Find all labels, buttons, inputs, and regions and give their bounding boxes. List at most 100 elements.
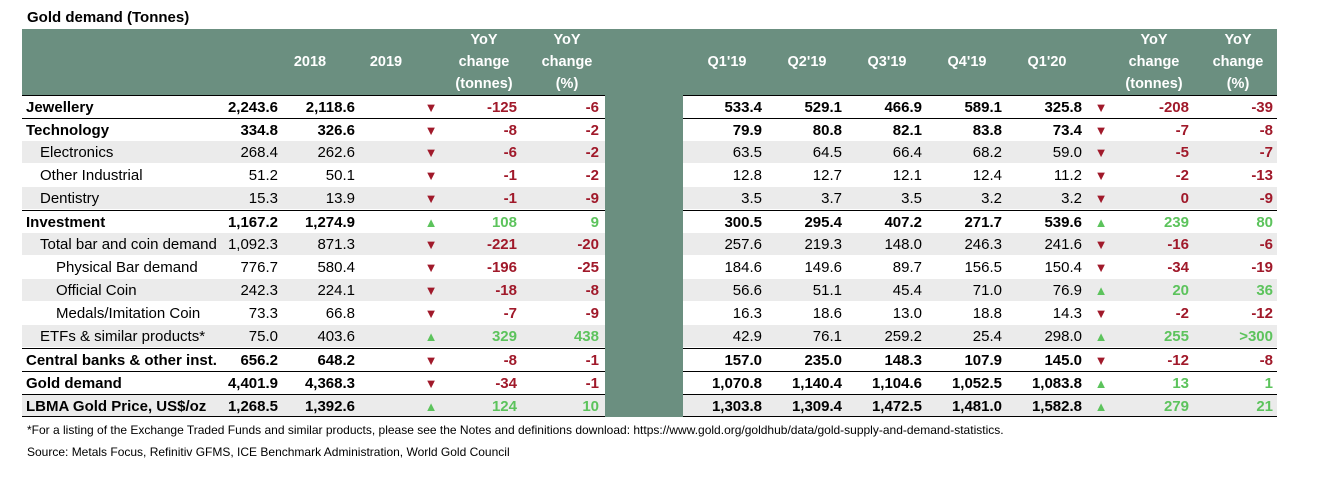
table-row: 184.6 149.6 89.7 156.5 150.4 ▼ -34 -19 [683, 256, 1277, 279]
up-arrow-icon: ▲ [424, 399, 438, 414]
quarter-value: 45.4 [892, 282, 922, 299]
header-line: change [458, 54, 510, 70]
up-arrow-icon: ▲ [1094, 399, 1108, 414]
value-2019: 2,118.6 [305, 99, 355, 116]
yoy-change-tonnes: -6 [503, 144, 517, 161]
down-arrow-icon: ▼ [1094, 191, 1108, 206]
quarter-value: 295.4 [804, 214, 842, 231]
footnote: *For a listing of the Exchange Traded Fu… [27, 423, 1004, 437]
yoy-change-tonnes: 13 [1172, 375, 1189, 392]
header-yoy-tonnes: YoY change (tonnes) [1111, 29, 1197, 95]
yoy-change-tonnes: -34 [1167, 259, 1189, 276]
table-row: 1,303.8 1,309.4 1,472.5 1,481.0 1,582.8 ▲ 279 2… [683, 394, 1277, 417]
yoy-change-percent: -19 [1251, 259, 1273, 276]
table-row: 42.9 76.1 259.2 25.4 298.0 ▲ 255 >300 [683, 325, 1277, 348]
row-label: Gold demand [26, 375, 122, 392]
yoy-change-percent: 80 [1256, 214, 1273, 231]
quarter-value: 241.6 [1044, 236, 1082, 253]
yoy-change-percent: -2 [585, 167, 599, 184]
value-2019: 403.6 [317, 328, 355, 345]
down-arrow-icon: ▼ [424, 237, 438, 252]
down-arrow-icon: ▼ [424, 353, 438, 368]
yoy-change-percent: -9 [585, 305, 599, 322]
yoy-change-percent: 36 [1256, 282, 1273, 299]
row-label: Physical Bar demand [56, 259, 198, 276]
quarter-value: 1,481.0 [951, 398, 1002, 415]
quarter-value: 83.8 [972, 122, 1002, 139]
quarter-value: 64.5 [812, 144, 842, 161]
header-q3-19: Q3'19 [867, 54, 907, 70]
quarter-value: 12.4 [972, 167, 1002, 184]
table-row: 3.5 3.7 3.5 3.2 3.2 ▼ 0 -9 [683, 187, 1277, 210]
yoy-change-percent: -2 [585, 144, 599, 161]
yoy-change-percent: 10 [582, 398, 599, 415]
quarter-value: 3.2 [981, 190, 1002, 207]
value-2018: 51.2 [248, 167, 278, 184]
quarter-value: 16.3 [732, 305, 762, 322]
down-arrow-icon: ▼ [424, 306, 438, 321]
quarter-value: 529.1 [804, 99, 842, 116]
header-line: (%) [1226, 76, 1250, 92]
quarter-value: 79.9 [732, 122, 762, 139]
yoy-change-tonnes: 239 [1163, 214, 1189, 231]
row-label: Jewellery [26, 99, 94, 116]
quarter-value: 76.1 [812, 328, 842, 345]
quarter-value: 235.0 [804, 352, 842, 369]
row-label: Electronics [40, 144, 114, 161]
quarter-value: 68.2 [972, 144, 1002, 161]
quarter-value: 82.1 [892, 122, 922, 139]
quarter-value: 3.5 [901, 190, 922, 207]
yoy-change-percent: -8 [1259, 122, 1273, 139]
quarter-value: 1,582.8 [1031, 398, 1082, 415]
quarter-value: 407.2 [884, 214, 922, 231]
quarter-value: 539.6 [1044, 214, 1082, 231]
quarter-value: 25.4 [972, 328, 1002, 345]
down-arrow-icon: ▼ [1094, 353, 1108, 368]
quarter-value: 148.3 [884, 352, 922, 369]
quarter-value: 300.5 [724, 214, 762, 231]
yoy-change-percent: 21 [1256, 398, 1273, 415]
row-label: LBMA Gold Price, US$/oz [26, 398, 207, 415]
quarter-value: 3.2 [1061, 190, 1082, 207]
yoy-change-percent: -8 [585, 282, 599, 299]
down-arrow-icon: ▼ [424, 145, 438, 160]
header-2018: 2018 [293, 54, 327, 70]
down-arrow-icon: ▼ [1094, 145, 1108, 160]
table-title: Gold demand (Tonnes) [27, 9, 190, 26]
value-2019: 4,368.3 [304, 375, 355, 392]
quarter-value: 11.2 [1053, 167, 1082, 184]
table-row: Jewellery 2,243.6 2,118.6 ▼ -125 -6 [22, 95, 605, 118]
yoy-change-percent: 9 [590, 214, 599, 231]
yoy-change-tonnes: -16 [1167, 236, 1189, 253]
value-2018: 776.7 [240, 259, 278, 276]
quarter-value: 219.3 [804, 236, 842, 253]
quarter-value: 1,052.5 [951, 375, 1002, 392]
yoy-change-percent: -25 [577, 259, 599, 276]
yoy-change-percent: -7 [1259, 144, 1273, 161]
quarter-value: 589.1 [964, 99, 1002, 116]
value-2018: 75.0 [248, 328, 278, 345]
table-row: ETFs & similar products* 75.0 403.6 ▲ 329 438 [22, 325, 605, 348]
value-2019: 13.9 [325, 190, 355, 207]
quarter-value: 1,104.6 [871, 375, 922, 392]
table-row: Investment 1,167.2 1,274.9 ▲ 108 9 [22, 210, 605, 233]
yoy-change-tonnes: -34 [495, 375, 517, 392]
quarter-value: 107.9 [964, 352, 1002, 369]
value-2018: 268.4 [240, 144, 278, 161]
row-label: Medals/Imitation Coin [56, 305, 201, 322]
yoy-change-tonnes: 124 [491, 398, 517, 415]
yoy-change-tonnes: -18 [495, 282, 517, 299]
header-yoy-tonnes: YoY change (tonnes) [442, 29, 526, 95]
quarter-value: 148.0 [884, 236, 922, 253]
value-2018: 2,243.6 [227, 99, 278, 116]
header-line: change [1212, 54, 1264, 70]
up-arrow-icon: ▲ [424, 329, 438, 344]
header-2019: 2019 [369, 54, 403, 70]
table-row: 16.3 18.6 13.0 18.8 14.3 ▼ -2 -12 [683, 302, 1277, 325]
quarter-value: 73.4 [1052, 122, 1082, 139]
table-row: Physical Bar demand 776.7 580.4 ▼ -196 -25 [22, 256, 605, 279]
row-label: Total bar and coin demand [40, 236, 217, 253]
header-line: change [541, 54, 593, 70]
quarter-value: 59.0 [1052, 144, 1082, 161]
row-label: Official Coin [56, 282, 137, 299]
